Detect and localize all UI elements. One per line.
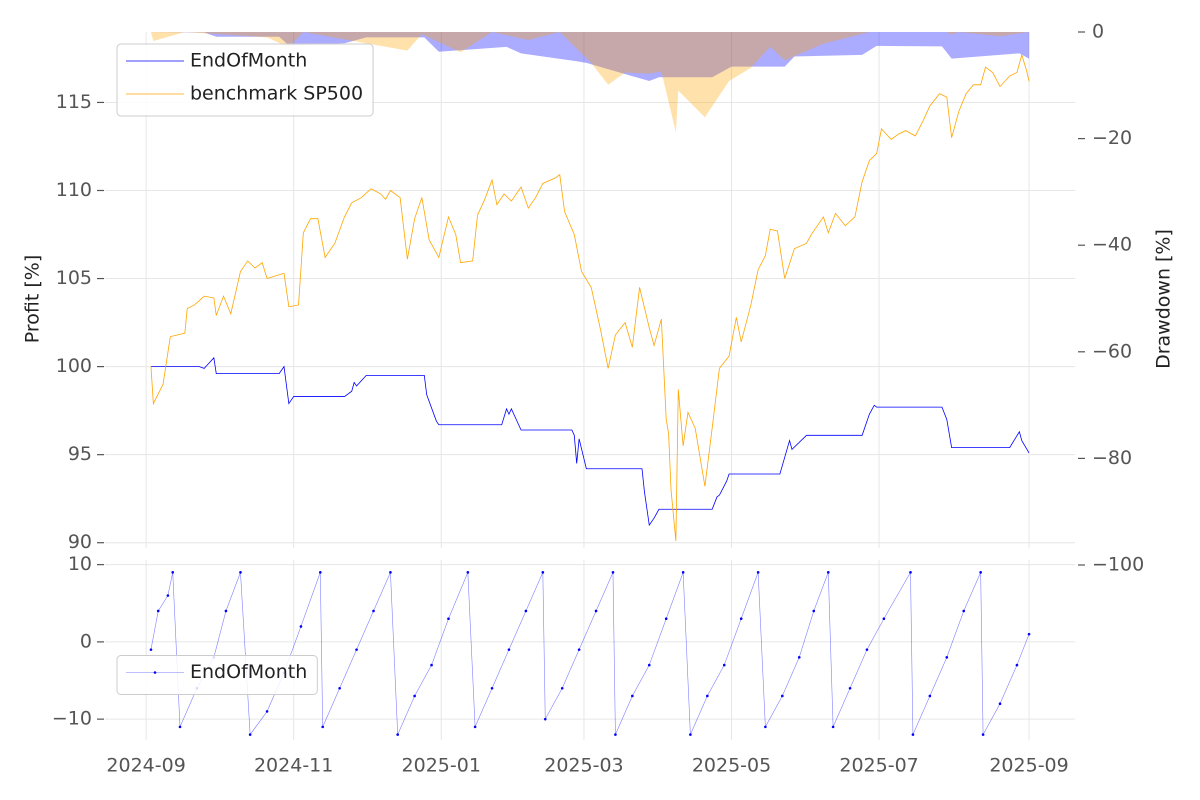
y-tick-label: 95	[68, 443, 92, 465]
point	[156, 609, 160, 613]
y2-tick-label: −80	[1092, 447, 1132, 469]
point	[614, 733, 617, 736]
point	[543, 717, 547, 721]
y-tick-label: 110	[56, 179, 92, 201]
point	[882, 617, 886, 621]
point	[318, 571, 322, 574]
drawdown-area	[150, 32, 1030, 82]
point	[706, 694, 709, 698]
point	[689, 733, 692, 736]
point	[178, 725, 182, 729]
point	[265, 710, 269, 713]
line	[150, 356, 1030, 527]
x-tick-label: 2025-09	[989, 755, 1068, 777]
legend-label: benchmark SP500	[190, 83, 363, 105]
point	[490, 686, 494, 690]
point	[928, 694, 932, 698]
point	[756, 571, 760, 574]
x-tick-label: 2025-01	[402, 755, 481, 777]
point	[577, 648, 581, 651]
legend-box	[116, 43, 374, 117]
x-tick-label: 2025-07	[839, 755, 918, 777]
point	[541, 571, 545, 574]
line	[150, 53, 1030, 541]
point	[722, 663, 726, 667]
point	[781, 694, 784, 698]
point	[831, 725, 835, 729]
point	[979, 571, 982, 574]
point	[911, 733, 915, 736]
point	[664, 617, 668, 621]
point	[355, 648, 358, 651]
point	[681, 571, 685, 574]
y2-axis-label: Drawdown [%]	[1153, 229, 1175, 369]
y2-tick-label: −40	[1092, 234, 1132, 256]
point	[739, 617, 743, 621]
point	[848, 686, 852, 690]
point	[1015, 663, 1019, 667]
point	[166, 594, 170, 597]
y-tick-label: 0	[80, 630, 92, 652]
x-tick-label: 2025-05	[692, 755, 771, 777]
y2-tick-label: −100	[1092, 554, 1144, 576]
legend: EndOfMonth benchmark SP500	[116, 43, 374, 117]
point	[998, 702, 1002, 705]
legend-label: EndOfMonth	[190, 661, 307, 683]
point	[466, 571, 470, 574]
point	[981, 733, 985, 736]
point	[171, 571, 175, 574]
legend-box	[116, 655, 318, 695]
point	[764, 725, 767, 729]
point	[321, 725, 325, 729]
y-tick-label: 115	[56, 91, 92, 113]
point	[507, 648, 511, 651]
point	[430, 663, 433, 667]
point	[865, 648, 869, 651]
y2-tick-label: 0	[1092, 21, 1104, 43]
point	[473, 725, 477, 729]
legend-label: EndOfMonth	[190, 50, 307, 72]
point	[647, 663, 651, 667]
point	[909, 571, 912, 574]
point	[413, 694, 416, 698]
point	[224, 609, 228, 613]
point	[239, 571, 242, 574]
y2-tick-label: −20	[1092, 127, 1132, 149]
point	[812, 609, 816, 613]
point	[299, 625, 303, 628]
point	[338, 686, 341, 690]
point	[149, 648, 153, 651]
y-axis-label: Profit [%]	[22, 255, 44, 343]
drawdown-area	[150, 32, 1030, 133]
y-tick-label: 90	[68, 531, 92, 553]
y-tick-label: −10	[52, 708, 92, 730]
legend-marker	[153, 671, 157, 674]
x-tick-label: 2024-09	[106, 755, 185, 777]
point	[826, 571, 830, 574]
point	[372, 609, 375, 613]
line	[150, 571, 1030, 736]
point	[611, 571, 615, 574]
point	[396, 733, 399, 736]
y-tick-label: 105	[56, 267, 92, 289]
point	[962, 609, 966, 613]
point	[797, 656, 801, 659]
point	[594, 609, 598, 613]
point	[945, 656, 949, 659]
point	[248, 733, 252, 736]
point	[631, 694, 634, 698]
y-tick-label: 10	[68, 553, 92, 575]
x-tick-label: 2025-03	[544, 755, 623, 777]
legend: EndOfMonth	[116, 655, 318, 695]
point	[1027, 632, 1031, 636]
point	[447, 617, 450, 621]
point	[389, 571, 392, 574]
point	[524, 609, 528, 613]
y-tick-label: 100	[56, 355, 92, 377]
x-tick-label: 2024-11	[254, 755, 333, 777]
point	[560, 686, 564, 690]
y2-tick-label: −60	[1092, 340, 1132, 362]
